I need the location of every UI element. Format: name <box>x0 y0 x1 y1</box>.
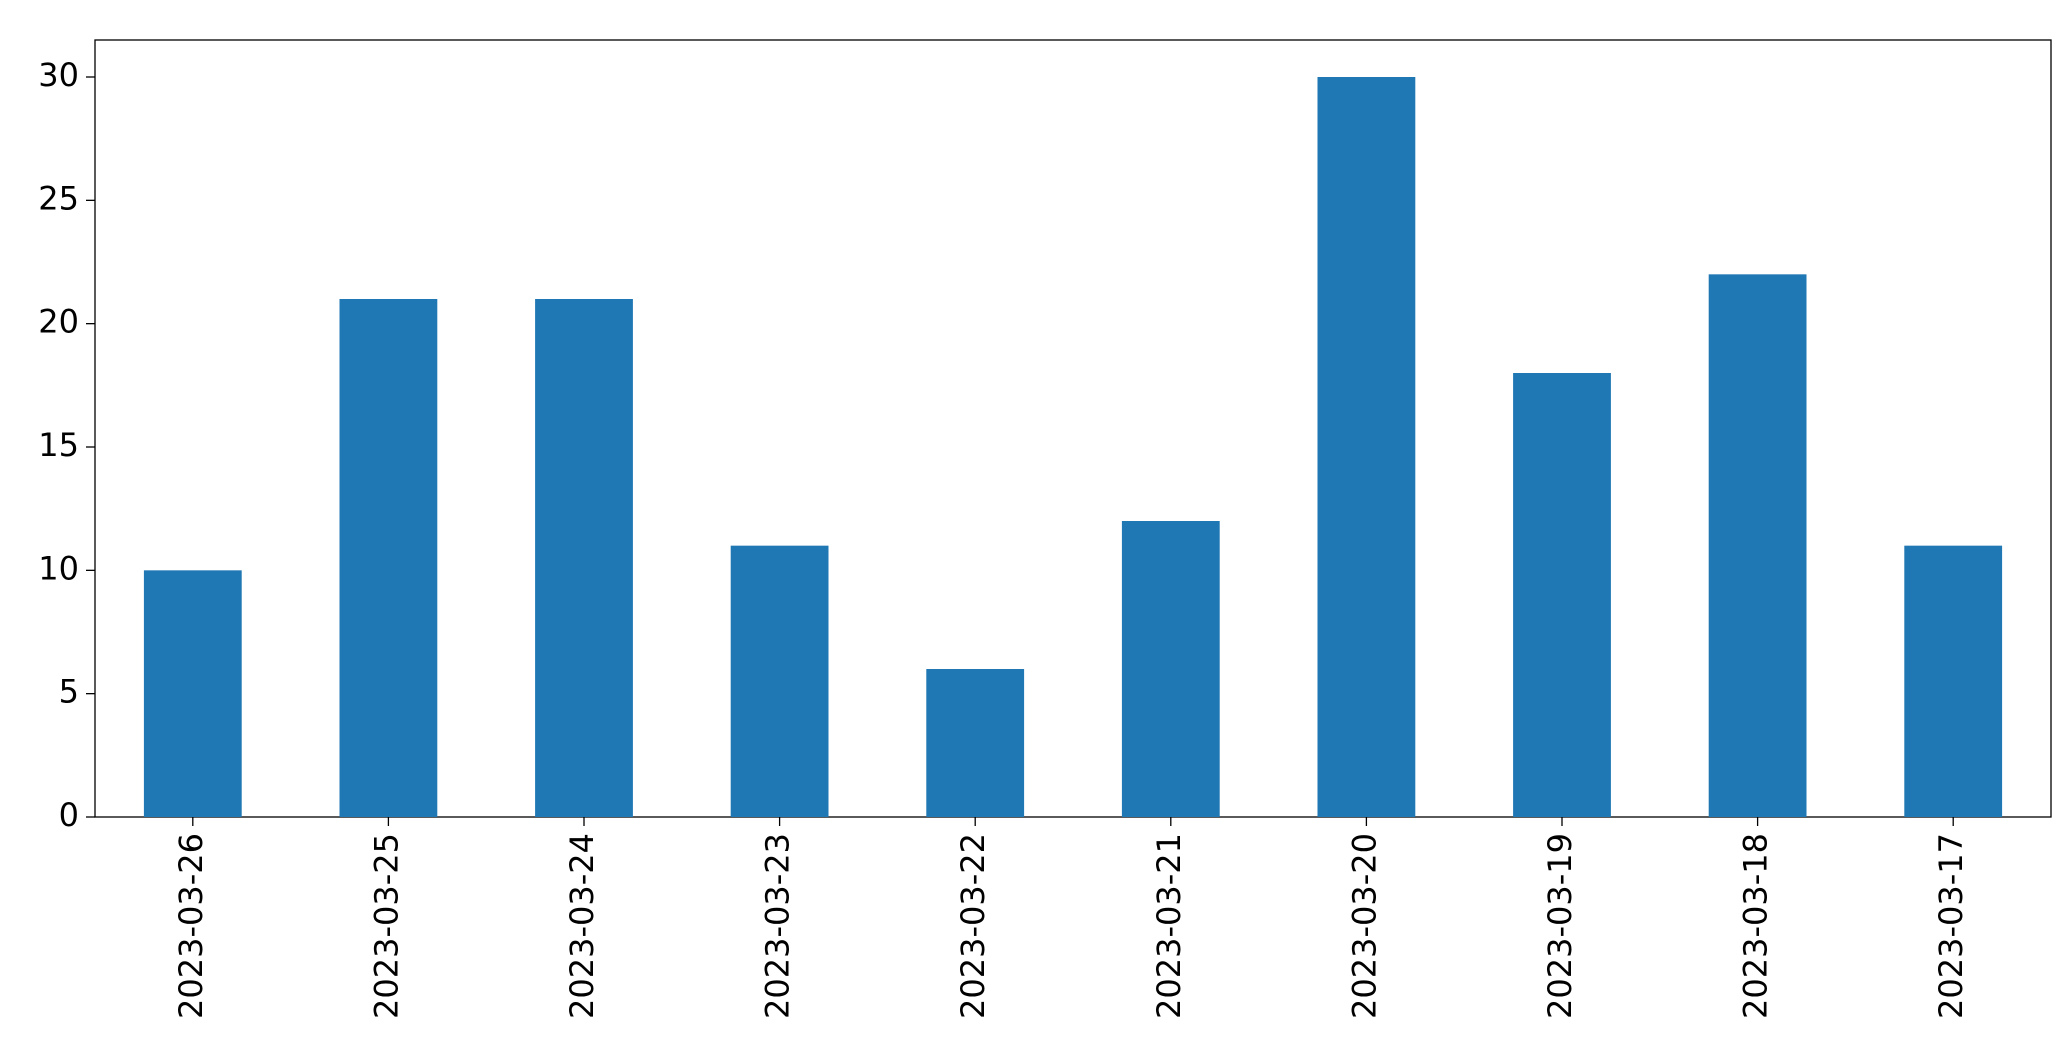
bar <box>535 299 633 817</box>
y-tick-label: 25 <box>38 179 79 217</box>
x-tick-label: 2023-03-18 <box>1737 833 1775 1019</box>
y-tick-label: 10 <box>38 549 79 587</box>
y-tick-label: 30 <box>38 56 79 94</box>
x-tick-label: 2023-03-21 <box>1150 833 1188 1019</box>
y-tick-label: 20 <box>38 303 79 341</box>
bar <box>143 570 242 817</box>
bar <box>926 669 1025 817</box>
y-tick-label: 0 <box>59 796 79 834</box>
bar <box>1904 545 2003 817</box>
y-tick-label: 5 <box>59 673 79 711</box>
bar <box>339 299 438 817</box>
x-tick-label: 2023-03-24 <box>563 833 601 1019</box>
axes-frame <box>94 39 2052 818</box>
x-tick-label: 2023-03-23 <box>759 833 797 1019</box>
x-tick-label: 2023-03-19 <box>1541 833 1579 1019</box>
x-tick-label: 2023-03-26 <box>172 833 210 1019</box>
bar <box>1317 77 1416 817</box>
bar <box>1513 373 1611 817</box>
bar <box>1708 274 1807 817</box>
x-tick-label: 2023-03-17 <box>1932 833 1970 1019</box>
x-tick-label: 2023-03-25 <box>367 833 405 1019</box>
x-tick-label: 2023-03-20 <box>1345 833 1383 1019</box>
y-tick-label: 15 <box>38 426 79 464</box>
x-tick-label: 2023-03-22 <box>954 833 992 1019</box>
bar <box>1121 521 1220 817</box>
bar <box>730 545 829 817</box>
